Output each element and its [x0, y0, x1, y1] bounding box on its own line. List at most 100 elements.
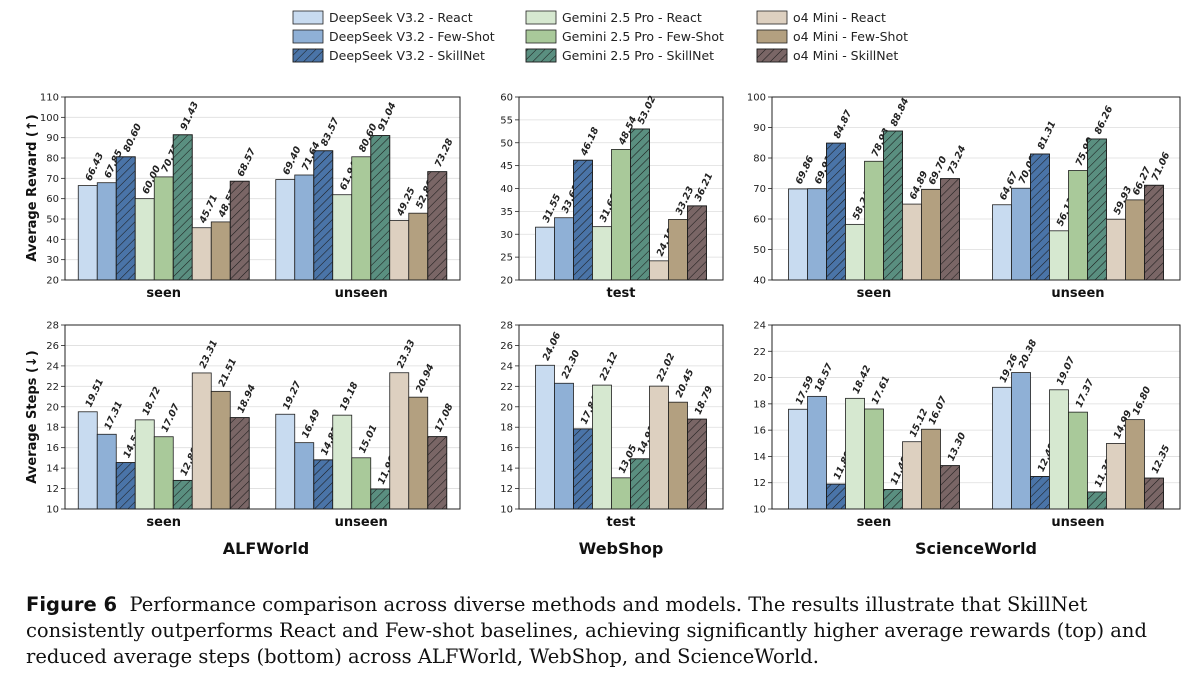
y-tick-label: 90	[46, 133, 59, 144]
bar-gemini-2-5-pro-skillnet-test-hatch	[630, 128, 650, 281]
data-label: 16.49	[300, 408, 323, 440]
data-label: 18.94	[235, 383, 258, 415]
y-tick-label: 16	[500, 443, 513, 454]
y-tick-label: 45	[500, 161, 513, 172]
data-label: 22.30	[560, 348, 583, 380]
data-label: 88.84	[889, 96, 912, 128]
bar-o4-mini-react-test	[649, 260, 669, 281]
y-tick-label: 10	[500, 505, 513, 516]
bar-o4-mini-skillnet-seen-hatch	[940, 178, 960, 281]
bar-gemini-2-5-pro-few-shot-unseen	[1068, 411, 1088, 510]
bar-o4-mini-skillnet-test-hatch	[687, 418, 707, 510]
bar-deepseek-v3-2-react-seen	[77, 185, 98, 281]
benchmark-label-webshop: WebShop	[579, 539, 664, 558]
y-tick-label: 28	[500, 321, 513, 332]
x-category-label: test	[607, 286, 636, 301]
bar-deepseek-v3-2-react-seen	[77, 411, 98, 510]
bar-gemini-2-5-pro-react-test	[592, 384, 612, 510]
bar-deepseek-v3-2-skillnet-unseen-hatch	[1030, 476, 1050, 510]
y-tick-label: 16	[753, 426, 766, 437]
y-tick-label: 30	[46, 255, 59, 266]
bar-gemini-2-5-pro-react-seen	[845, 397, 865, 510]
bar-deepseek-v3-2-skillnet-unseen-hatch	[1030, 153, 1050, 281]
y-tick-label: 70	[46, 174, 59, 185]
data-label: 86.26	[1093, 104, 1116, 136]
legend-o4-mini-few-shot-swatch	[756, 29, 788, 44]
data-label: 17.61	[870, 374, 893, 406]
y-tick-label: 12	[753, 478, 766, 489]
bar-o4-mini-react-test	[649, 385, 669, 510]
bar-gemini-2-5-pro-react-seen	[845, 223, 865, 281]
bar-deepseek-v3-2-skillnet-unseen-hatch	[313, 459, 334, 510]
bar-deepseek-v3-2-react-seen	[788, 408, 808, 510]
bar-deepseek-v3-2-few-shot-seen	[807, 395, 827, 510]
bar-deepseek-v3-2-react-test	[535, 364, 555, 510]
y-tick-label: 24	[500, 361, 513, 372]
benchmark-label-scienceworld: ScienceWorld	[915, 539, 1037, 558]
data-label: 24.06	[541, 330, 564, 362]
figure-canvas: DeepSeek V3.2 - React DeepSeek V3.2 - Few…	[25, 10, 1181, 558]
bar-gemini-2-5-pro-skillnet-seen-hatch	[883, 130, 903, 281]
bar-gemini-2-5-pro-react-unseen	[1049, 389, 1069, 510]
legend: DeepSeek V3.2 - React DeepSeek V3.2 - Few…	[292, 10, 908, 63]
y-tick-label: 40	[500, 184, 513, 195]
bar-o4-mini-few-shot-unseen	[1125, 199, 1145, 281]
bar-gemini-2-5-pro-skillnet-unseen-hatch	[1087, 138, 1107, 281]
legend-gemini-2-5-pro-react-label: Gemini 2.5 Pro - React	[562, 10, 702, 25]
bar-gemini-2-5-pro-skillnet-unseen-hatch	[1087, 491, 1107, 510]
y-tick-label: 28	[46, 321, 59, 332]
y-tick-label: 110	[40, 93, 59, 104]
legend-gemini-2-5-pro-react-swatch	[525, 10, 557, 25]
legend-gemini-2-5-pro-skillnet-hatch	[525, 48, 557, 63]
figure-caption: Figure 6 Performance comparison across d…	[26, 592, 1196, 670]
plot-frame	[771, 96, 1181, 281]
legend-gemini-2-5-pro-few-shot-label: Gemini 2.5 Pro - Few-Shot	[562, 29, 724, 44]
data-label: 69.40	[281, 145, 304, 177]
bar-gemini-2-5-pro-react-test	[592, 226, 612, 281]
data-label: 84.87	[832, 108, 855, 140]
legend-deepseek-v3-2-skillnet-hatch	[292, 48, 324, 63]
bar-deepseek-v3-2-few-shot-seen	[807, 188, 827, 281]
y-tick-label: 22	[500, 382, 513, 393]
y-tick-label: 20	[500, 276, 513, 287]
plot-frame	[518, 324, 724, 510]
bar-o4-mini-skillnet-seen-hatch	[229, 417, 250, 510]
y-tick-label: 18	[500, 423, 513, 434]
data-label: 83.57	[319, 116, 342, 148]
legend-o4-mini-react-label: o4 Mini - React	[793, 10, 886, 25]
bar-gemini-2-5-pro-skillnet-seen-hatch	[172, 479, 193, 510]
y-tick-label: 70	[753, 184, 766, 195]
data-label: 15.01	[357, 423, 380, 455]
data-label: 21.51	[216, 357, 239, 389]
y-tick-label: 14	[500, 464, 513, 475]
y-tick-label: 24	[753, 321, 766, 332]
bar-o4-mini-react-seen	[902, 441, 922, 510]
data-label: 16.07	[927, 394, 950, 426]
y-tick-label: 24	[46, 361, 59, 372]
bar-gemini-2-5-pro-few-shot-test	[611, 477, 631, 510]
bar-gemini-2-5-pro-skillnet-test-hatch	[630, 458, 650, 510]
y-tick-label: 26	[46, 341, 59, 352]
y-tick-label: 50	[500, 138, 513, 149]
bar-deepseek-v3-2-skillnet-test-hatch	[573, 159, 593, 281]
bar-o4-mini-few-shot-seen	[921, 428, 941, 510]
y-tick-label: 60	[500, 93, 513, 104]
bar-gemini-2-5-pro-few-shot-unseen	[351, 156, 372, 281]
bar-gemini-2-5-pro-react-seen	[134, 198, 155, 281]
bar-o4-mini-skillnet-seen-hatch	[229, 180, 250, 281]
bar-o4-mini-react-seen	[191, 227, 212, 281]
data-label: 73.28	[433, 137, 456, 169]
y-tick-label: 20	[500, 402, 513, 413]
data-label: 17.31	[102, 400, 125, 432]
x-category-label: seen	[146, 286, 181, 301]
y-tick-label: 18	[753, 399, 766, 410]
bar-deepseek-v3-2-few-shot-unseen	[294, 442, 315, 510]
bar-gemini-2-5-pro-skillnet-seen-hatch	[883, 489, 903, 510]
y-tick-label: 35	[500, 207, 513, 218]
y-tick-label: 22	[753, 347, 766, 358]
legend-gemini-2-5-pro-skillnet-label: Gemini 2.5 Pro - SkillNet	[562, 48, 714, 63]
bar-gemini-2-5-pro-react-unseen	[332, 194, 353, 281]
y-tick-label: 20	[46, 402, 59, 413]
bar-o4-mini-react-unseen	[1106, 443, 1126, 510]
x-category-label: unseen	[1051, 515, 1104, 530]
